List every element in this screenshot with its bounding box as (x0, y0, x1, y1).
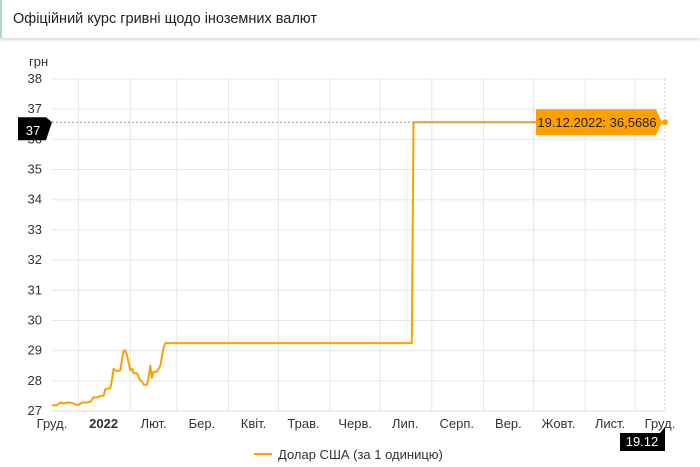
x-tick-label: Лист. (595, 416, 625, 431)
x-tick-label: Груд. (645, 416, 676, 431)
x-tick-label: Жовт. (541, 416, 575, 431)
x-tick-label: Серп. (440, 416, 475, 431)
y-tick-label: 33 (28, 222, 42, 237)
y-tick-label: 37 (28, 101, 42, 116)
y-tick-label: 27 (28, 403, 42, 418)
y-axis-label: грн (29, 54, 48, 69)
crosshair-y-label: 37 (26, 123, 40, 138)
crosshair-x-marker (620, 427, 665, 451)
data-point-marker (662, 119, 668, 126)
y-tick-label: 31 (28, 282, 42, 297)
x-tick-label: Трав. (287, 416, 319, 431)
y-tick-label: 35 (28, 162, 42, 177)
x-tick-label: Груд. (37, 416, 68, 431)
page-header: Офіційний курс гривні щодо іноземних вал… (0, 0, 700, 38)
series-line (51, 121, 665, 407)
x-tick-label: Черв. (338, 416, 372, 431)
tooltip-label: 19.12.2022: 36,5686 (537, 115, 656, 130)
page-title: Офіційний курс гривні щодо іноземних вал… (13, 11, 318, 27)
x-tick-label: Квіт. (241, 416, 267, 431)
legend-label: Долар США (за 1 одиницю) (278, 447, 443, 462)
x-tick-label: Лип. (392, 416, 418, 431)
x-tick-label: Бер. (189, 416, 216, 431)
crosshair-x-label: 19.12 (626, 434, 659, 449)
crosshair-y-marker (18, 117, 52, 141)
y-tick-label: 28 (28, 373, 42, 388)
y-tick-label: 38 (28, 71, 42, 86)
y-tick-label: 30 (28, 312, 42, 327)
x-tick-label: 2022 (89, 416, 118, 431)
x-tick-label: Лют. (141, 416, 167, 431)
y-tick-label: 34 (28, 192, 42, 207)
x-tick-label: Вер. (495, 416, 522, 431)
tooltip-box (536, 109, 662, 136)
y-tick-label: 29 (28, 343, 42, 358)
y-tick-label: 32 (28, 252, 42, 267)
